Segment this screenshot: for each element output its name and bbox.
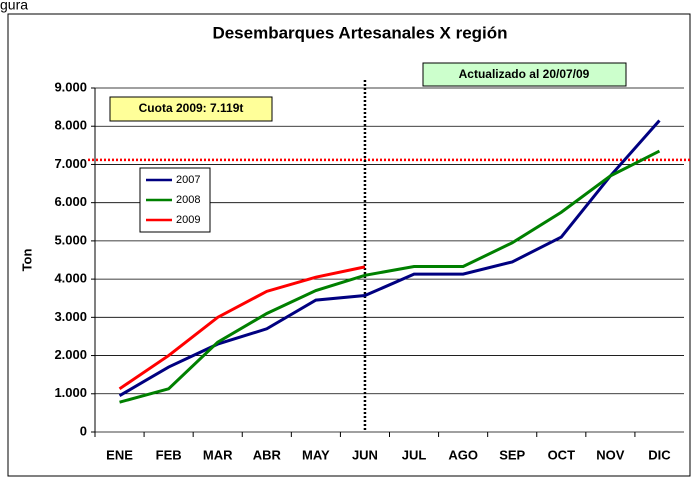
x-tick-label: FEB [156, 447, 182, 462]
y-tick-label: 1.000 [54, 385, 87, 400]
y-tick-label: 6.000 [54, 194, 87, 209]
x-tick-label: SEP [499, 447, 525, 462]
y-axis-title: Ton [19, 249, 34, 272]
page: gura Desembarques Artesanales X región T… [0, 0, 697, 486]
update-note: Actualizado al 20/07/09 [459, 67, 590, 81]
y-tick-label: 4.000 [54, 271, 87, 286]
x-tick-label: MAR [203, 447, 233, 462]
x-tick-label: OCT [548, 447, 576, 462]
x-tick-label: NOV [596, 447, 625, 462]
x-tick-label: ENE [106, 447, 133, 462]
x-tick-label: JUL [402, 447, 427, 462]
legend-label: 2007 [176, 174, 200, 186]
y-tick-label: 0 [80, 423, 87, 438]
x-tick-label: ABR [253, 447, 282, 462]
x-tick-label: AGO [448, 447, 478, 462]
y-tick-label: 9.000 [54, 79, 87, 94]
quota-label: Cuota 2009: 7.119t [139, 101, 244, 115]
y-tick-label: 8.000 [54, 118, 87, 133]
chart-title: Desembarques Artesanales X región [212, 23, 507, 42]
y-tick-label: 2.000 [54, 347, 87, 362]
caption: gura [0, 0, 28, 13]
legend-label: 2008 [176, 194, 200, 206]
chart: gura Desembarques Artesanales X región T… [0, 0, 697, 481]
x-tick-label: JUN [352, 447, 378, 462]
legend-label: 2009 [176, 214, 200, 226]
y-tick-label: 7.000 [54, 156, 87, 171]
y-tick-label: 3.000 [54, 309, 87, 324]
x-tick-label: MAY [302, 447, 330, 462]
y-tick-label: 5.000 [54, 232, 87, 247]
x-tick-label: DIC [648, 447, 671, 462]
